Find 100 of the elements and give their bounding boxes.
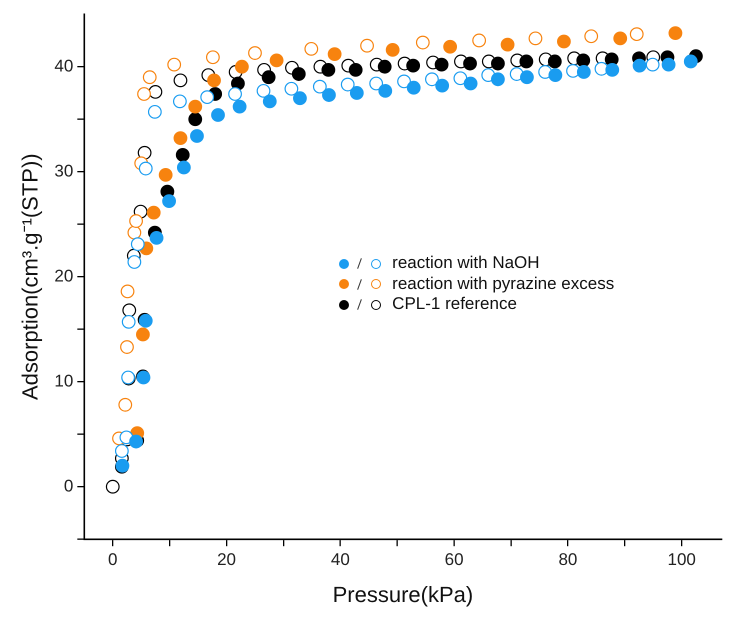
point: [190, 129, 204, 143]
point: [284, 82, 298, 96]
point: [232, 100, 247, 114]
point: [114, 444, 129, 458]
point: [668, 26, 682, 40]
point: [425, 72, 439, 86]
point: [129, 214, 143, 228]
point: [206, 50, 220, 64]
y-tick-label: 30: [54, 161, 74, 180]
point: [120, 340, 134, 354]
point: [235, 60, 249, 74]
point: [406, 80, 421, 95]
point: [548, 68, 562, 82]
point: [146, 206, 161, 220]
point: [262, 94, 277, 108]
point: [138, 162, 153, 176]
point: [406, 58, 420, 73]
x-tick-label: 40: [330, 550, 350, 570]
point: [584, 29, 598, 44]
point: [293, 91, 307, 106]
point: [321, 62, 336, 77]
point: [312, 80, 327, 94]
point: [632, 58, 646, 73]
point: [453, 71, 468, 86]
point: [106, 480, 120, 494]
point: [127, 255, 142, 269]
legend-label: CPL-1 reference: [392, 294, 517, 314]
point: [348, 62, 363, 77]
point: [118, 398, 132, 412]
point: [435, 78, 450, 92]
point: [576, 54, 590, 68]
point: [613, 31, 628, 46]
point: [158, 168, 173, 182]
point: [167, 58, 182, 72]
point: [557, 34, 571, 48]
point: [292, 67, 306, 81]
point: [228, 87, 242, 101]
point: [528, 31, 542, 46]
point: [150, 230, 164, 245]
point: [174, 73, 188, 88]
y-axis-title: Adsorption(cm³.g⁻¹(STP)): [17, 153, 42, 400]
point: [464, 76, 478, 90]
x-axis-title: Pressure(kPa): [332, 582, 474, 607]
point: [566, 64, 580, 78]
y-tick-label: 20: [54, 266, 74, 286]
point: [646, 58, 660, 72]
point: [137, 87, 151, 101]
point: [491, 56, 505, 70]
point: [472, 34, 486, 48]
point: [174, 131, 188, 145]
point: [350, 86, 364, 100]
point: [434, 58, 448, 72]
point: [548, 54, 562, 68]
point: [122, 303, 136, 318]
point: [463, 56, 477, 70]
point: [248, 46, 262, 60]
point: [142, 70, 157, 84]
point: [176, 148, 190, 162]
point: [176, 160, 191, 174]
point: [662, 58, 676, 72]
point: [211, 108, 225, 122]
point: [443, 40, 458, 54]
y-tick-label: 0: [64, 476, 74, 496]
point: [172, 94, 187, 108]
point: [605, 62, 620, 77]
x-tick-label: 0: [108, 550, 118, 570]
point: [322, 88, 336, 102]
point: [148, 85, 162, 99]
point: [416, 36, 430, 50]
point: [200, 90, 214, 104]
legend-label: reaction with pyrazine excess: [392, 274, 614, 293]
point: [378, 84, 392, 98]
point: [130, 237, 145, 252]
y-tick-label: 10: [54, 371, 74, 390]
point: [188, 112, 202, 126]
point: [576, 65, 591, 79]
point: [386, 43, 400, 57]
x-tick-label: 80: [558, 550, 578, 570]
point: [369, 76, 384, 90]
point: [122, 314, 136, 329]
point: [500, 38, 514, 52]
point: [360, 38, 374, 53]
point: [491, 72, 505, 86]
point: [519, 54, 534, 68]
point: [684, 54, 698, 68]
point: [378, 60, 392, 74]
point: [520, 70, 534, 84]
point: [138, 146, 152, 160]
x-tick-label: 60: [444, 550, 464, 570]
point: [207, 73, 221, 88]
point: [262, 70, 276, 84]
point: [188, 100, 202, 114]
point: [120, 284, 134, 298]
point: [148, 104, 162, 119]
x-tick-label: 100: [667, 550, 696, 570]
point: [328, 47, 342, 61]
point: [270, 54, 284, 68]
point: [256, 84, 270, 98]
point: [304, 42, 318, 56]
y-tick-label: 40: [54, 56, 74, 76]
